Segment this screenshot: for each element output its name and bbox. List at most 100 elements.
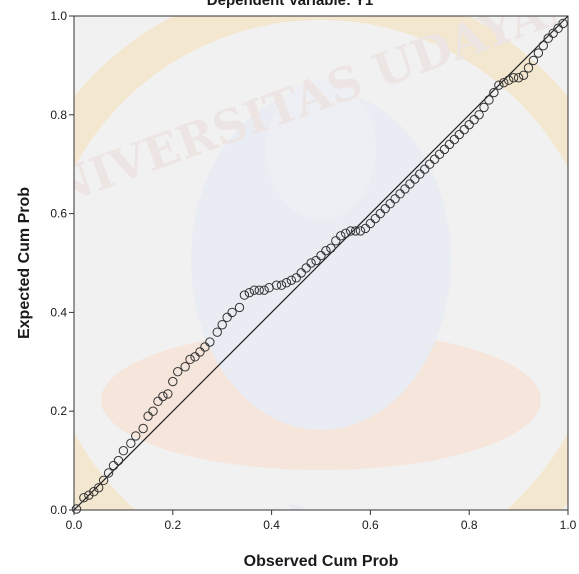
data-point (158, 391, 168, 402)
data-point (148, 406, 158, 416)
data-point (316, 250, 326, 261)
data-point (212, 327, 222, 337)
y-tick-label: 0.2 (50, 404, 67, 418)
data-point (341, 228, 351, 239)
data-point (271, 280, 282, 290)
data-point (415, 169, 425, 179)
data-point (331, 236, 341, 246)
y-axis: 0.0 0.2 0.4 0.6 0.8 1.0 (50, 9, 74, 517)
data-point (249, 285, 260, 295)
y-axis-title: Expected Cum Prob (16, 187, 33, 339)
data-point (449, 134, 460, 145)
data-point (185, 354, 195, 365)
data-point (190, 352, 200, 362)
data-point (464, 119, 474, 130)
data-points (71, 18, 568, 514)
reference-line (73, 15, 569, 511)
data-point (311, 255, 321, 266)
data-point (508, 73, 519, 83)
data-point (84, 490, 94, 500)
data-point (244, 287, 255, 298)
data-point (454, 129, 465, 140)
data-point (558, 18, 568, 29)
chart-title: Dependent Variable: Y1 (207, 0, 373, 9)
x-axis: 0.0 0.2 0.4 0.6 0.8 1.0 (66, 510, 577, 532)
data-point (538, 40, 548, 51)
y-tick-label: 0.8 (50, 108, 67, 122)
data-point (424, 159, 435, 169)
data-point (548, 28, 558, 38)
data-point (301, 263, 311, 273)
data-point (79, 492, 89, 503)
data-point (390, 194, 400, 204)
data-point (523, 63, 534, 73)
data-point (410, 174, 420, 184)
data-point (533, 48, 544, 58)
data-point (380, 203, 390, 214)
data-point (94, 483, 104, 493)
data-point (126, 438, 136, 449)
data-point (200, 342, 210, 352)
data-point (365, 218, 376, 229)
data-point (375, 208, 385, 219)
data-point (395, 189, 405, 199)
data-point (469, 115, 479, 125)
data-point (108, 460, 119, 471)
data-point (444, 139, 455, 150)
data-point (474, 110, 484, 120)
data-point (489, 87, 499, 98)
data-point (163, 389, 173, 399)
data-point (504, 75, 514, 85)
data-point (259, 285, 269, 295)
data-point (281, 278, 292, 288)
x-tick-label: 0.4 (263, 518, 280, 532)
data-point (195, 347, 205, 357)
data-point (113, 455, 124, 466)
data-point (291, 273, 301, 283)
data-point (71, 504, 82, 514)
x-tick-label: 0.8 (461, 518, 478, 532)
data-point (543, 33, 553, 43)
y-tick-label: 0.4 (50, 305, 67, 319)
data-point (434, 149, 445, 160)
data-point (439, 144, 450, 155)
data-point (484, 95, 494, 105)
data-point (355, 226, 366, 236)
data-point (234, 302, 245, 313)
y-tick-label: 0.0 (50, 503, 67, 517)
data-point (276, 280, 287, 290)
data-point (528, 55, 539, 66)
data-point (173, 366, 183, 377)
data-point (98, 475, 109, 486)
data-point (103, 468, 114, 478)
data-point (326, 243, 336, 253)
data-point (405, 179, 415, 189)
data-point (370, 213, 381, 224)
data-point (400, 184, 410, 194)
data-point (118, 446, 129, 456)
data-point (131, 431, 141, 441)
data-point (385, 199, 395, 209)
data-point (143, 411, 153, 421)
data-point (168, 376, 178, 387)
data-point (518, 70, 529, 80)
data-point (499, 77, 509, 88)
plot-frame (73, 15, 569, 511)
data-point (217, 320, 227, 330)
data-point (321, 245, 331, 256)
x-tick-label: 0.0 (66, 518, 83, 532)
x-axis-title: Observed Cum Prob (244, 553, 399, 570)
data-point (336, 231, 346, 241)
data-point (286, 275, 297, 285)
data-point (553, 23, 563, 34)
data-point (479, 102, 489, 113)
x-tick-label: 0.6 (362, 518, 379, 532)
data-point (513, 73, 524, 83)
data-point (153, 396, 163, 407)
y-tick-label: 1.0 (50, 9, 67, 23)
data-point (138, 423, 148, 434)
y-tick-label: 0.6 (50, 207, 67, 221)
data-point (239, 290, 250, 300)
data-point (205, 337, 215, 347)
